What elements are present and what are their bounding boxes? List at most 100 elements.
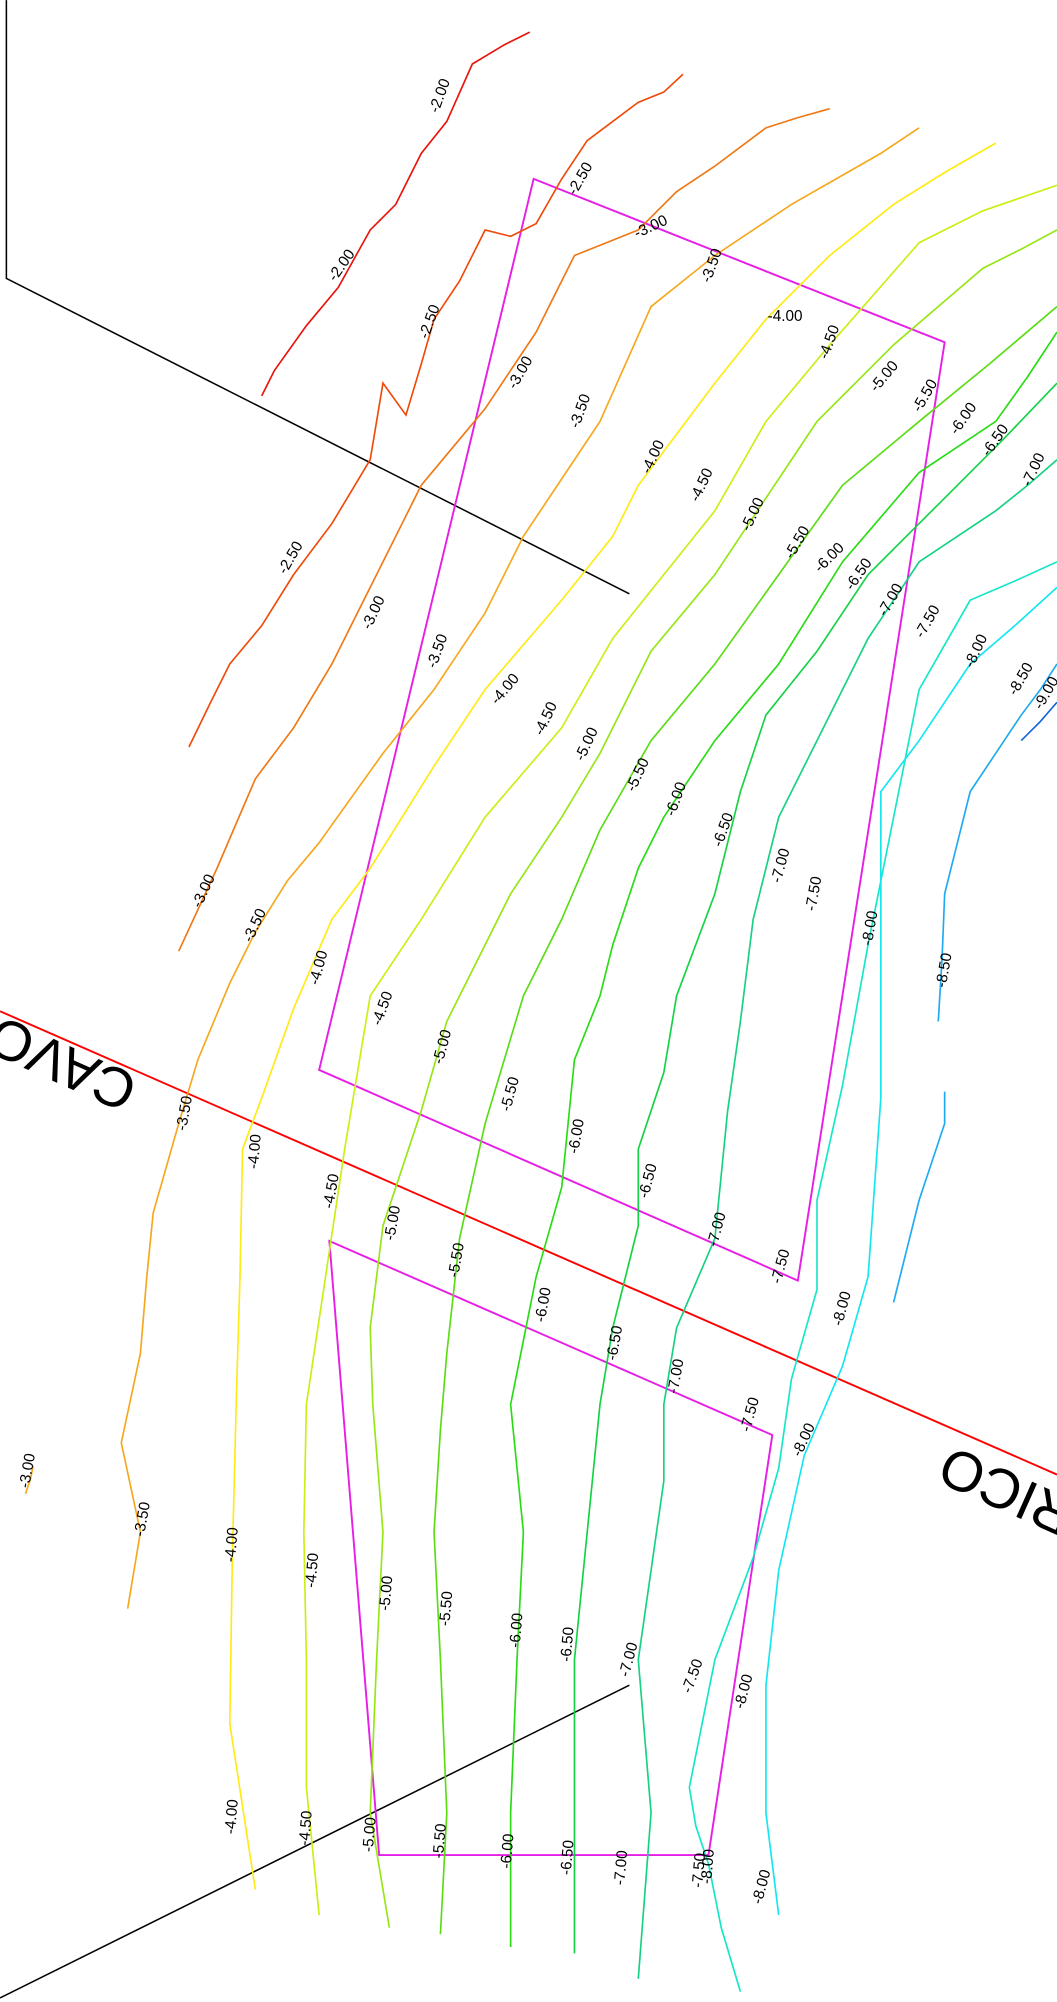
contour-label: -7.50 [803,875,826,912]
contour-line [260,31,531,397]
contour-label: -4.00 [245,1133,265,1169]
contour-label: -7.50 [679,1657,707,1696]
contour-label: -5.50 [436,1590,456,1626]
contour-label: -6.00 [565,1118,588,1155]
contour-label: -6.00 [811,539,848,576]
contour-label: -2.50 [564,159,596,198]
contour-label: -5.00 [738,495,768,534]
contour-label: -5.50 [445,1241,468,1278]
contour-label: -3.00 [359,593,389,632]
contour-label: -8.00 [789,1421,819,1460]
contour-label: -4.50 [369,989,397,1028]
contour-label: -3.00 [189,872,219,911]
boundary-line [0,1684,630,1999]
contour-label: -8.50 [933,952,956,989]
contour-label: -2.00 [325,246,359,284]
contour-line [188,73,684,748]
contour-label: -5.50 [497,1075,522,1113]
contour-label: -3.00 [504,353,536,392]
contour-label: -5.50 [430,1823,450,1859]
contour-label: -4.50 [687,466,717,505]
contour-label: -7.00 [768,847,793,885]
survey-area [318,177,946,1282]
contour-label: -6.50 [603,1324,626,1361]
contour-label: -3.00 [16,1452,39,1489]
contour-label: -7.50 [737,1395,762,1433]
contour-line [688,561,1057,1992]
contour-label: -5.00 [430,1028,455,1066]
contour-label: -4.00 [222,1799,242,1835]
boundary-line [5,0,630,595]
contour-line [637,459,1057,1979]
contour-label: -5.00 [381,1204,404,1241]
contour-label: -5.50 [781,523,813,562]
contour-label: -3.50 [131,1501,154,1538]
contour-label: -4.50 [320,1172,343,1209]
contour-label: -3.50 [698,246,726,285]
contour-label: -8.00 [698,1848,718,1884]
contour-line [302,184,1057,1916]
contour-label: -4.00 [306,949,331,987]
contour-label: -5.00 [867,358,902,396]
contour-label: -4.00 [487,670,522,708]
contour-label: -8.00 [829,1289,854,1327]
contour-line [433,305,1057,1935]
contour-label: -6.50 [978,421,1012,459]
contour-label: -2.50 [275,538,307,577]
contour-line [1020,701,1057,742]
contour-label: -6.50 [842,555,876,593]
contour-label: -5.00 [376,1575,396,1611]
contour-label: -6.00 [946,399,980,437]
contour-label: -3.50 [240,906,270,945]
contour-label: -4.50 [815,323,843,362]
contour-label: -6.00 [662,780,690,819]
contour-label: -6.50 [558,1839,578,1875]
contour-line [120,127,920,1609]
contour-line [573,382,1057,1954]
contour-label: -2.00 [426,76,454,115]
contour-label: -7.50 [689,1852,709,1888]
contour-label: -6.50 [709,810,737,849]
cable-label: CAVO [0,1004,146,1125]
contour-line [24,1465,35,1495]
contour-line [177,107,830,952]
contour-line [369,229,1057,1928]
contour-label: -4.00 [638,438,668,477]
survey-area [328,1239,774,1856]
contour-label: -4.00 [222,1527,242,1563]
contour-line [509,331,1057,1947]
contour-label: -7.50 [768,1247,793,1285]
contour-line [765,586,1057,1916]
contour-label: -3.50 [173,1095,196,1132]
contour-label: -4.00 [768,308,803,325]
contour-label: -8.00 [859,910,882,947]
contour-line [228,142,997,1890]
contour-label: -6.00 [532,1286,555,1323]
contour-label: -7.00 [611,1850,631,1886]
contour-label: -8.00 [749,1868,774,1906]
contour-line [892,1091,946,1303]
contour-label: -2.50 [416,302,444,341]
contour-label: -7.50 [912,602,944,641]
contour-label: -6.50 [635,1162,660,1200]
contour-label: -5.50 [623,755,653,794]
contour-label: -3.50 [566,392,594,431]
contour-line [937,663,1057,1022]
contour-label: -3.00 [631,212,670,242]
contour-label: -6.00 [507,1612,527,1648]
contour-label: -8.00 [961,632,991,671]
contour-label: -6.00 [498,1833,518,1869]
contour-label: -5.00 [360,1816,380,1852]
contour-label: -4.50 [296,1810,316,1846]
contour-label: -3.50 [423,632,451,671]
contour-label: -7.00 [1019,450,1049,489]
contour-label: -8.50 [1005,660,1037,699]
contour-label: -7.00 [665,1358,688,1395]
cable-line [0,1010,1057,1476]
cable-label: RICO [930,1434,1057,1549]
contour-label: -4.50 [302,1552,322,1588]
contour-label: -6.50 [558,1626,578,1662]
contour-label: -7.00 [704,1210,729,1248]
